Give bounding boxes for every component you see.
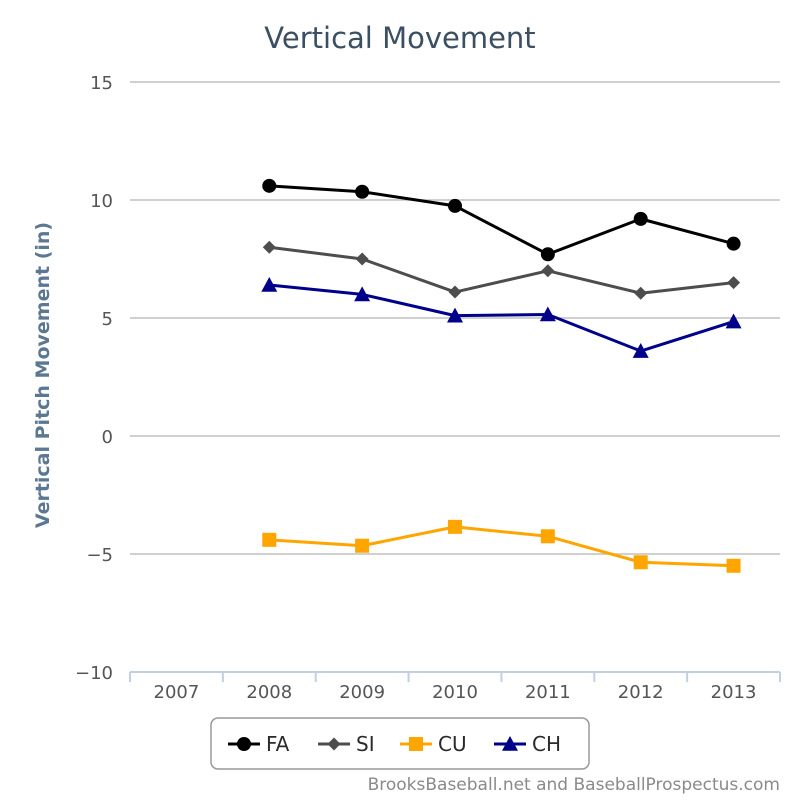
y-tick-label: 0: [102, 427, 113, 448]
legend-marker: [327, 737, 341, 751]
credit-text: BrooksBaseball.net and BaseballProspectu…: [368, 775, 780, 795]
chart-title: Vertical Movement: [264, 21, 535, 55]
data-point[interactable]: [262, 532, 277, 547]
legend-item-ch[interactable]: CH: [494, 732, 561, 756]
series-line: [269, 245, 734, 295]
x-tick-label: 2009: [339, 682, 385, 703]
x-tick-label: 2012: [618, 682, 664, 703]
data-point[interactable]: [727, 276, 741, 290]
series-fa: [262, 178, 741, 262]
series-line: [269, 184, 734, 256]
data-point[interactable]: [262, 178, 277, 193]
data-point[interactable]: [540, 529, 555, 544]
series-ch: [261, 276, 742, 358]
legend[interactable]: FA SI CU CH: [210, 717, 590, 770]
series-line: [269, 525, 734, 568]
data-point[interactable]: [539, 306, 556, 322]
data-point[interactable]: [354, 286, 371, 302]
data-point[interactable]: [633, 211, 648, 226]
series-line: [269, 283, 735, 353]
series-layer: [261, 178, 742, 573]
data-point[interactable]: [448, 285, 462, 299]
x-tick-label: 2010: [432, 682, 478, 703]
legend-marker: [237, 737, 251, 751]
data-point[interactable]: [262, 240, 276, 254]
x-tick-label: 2008: [246, 682, 292, 703]
legend-marker: [409, 737, 423, 751]
legend-label: FA: [266, 732, 290, 756]
data-point[interactable]: [447, 307, 463, 323]
x-tick-label: 2007: [154, 682, 200, 703]
series-cu: [262, 519, 741, 573]
data-point[interactable]: [261, 276, 278, 292]
x-tick-label: 2011: [525, 682, 571, 703]
y-axis-ticks: 15 10 5 0 −5 −10: [75, 73, 113, 684]
data-point[interactable]: [541, 264, 555, 278]
legend-label: CH: [532, 732, 561, 756]
data-point[interactable]: [355, 538, 370, 553]
data-point[interactable]: [726, 558, 741, 573]
data-point[interactable]: [448, 198, 462, 213]
data-point[interactable]: [725, 313, 742, 329]
data-point[interactable]: [634, 286, 648, 300]
data-point[interactable]: [726, 236, 741, 251]
y-tick-label: 10: [90, 191, 113, 212]
x-axis: [129, 671, 781, 682]
y-tick-label: 15: [90, 73, 113, 94]
data-point[interactable]: [632, 343, 649, 358]
data-point[interactable]: [355, 184, 370, 199]
data-point[interactable]: [448, 519, 462, 534]
data-point[interactable]: [355, 252, 369, 266]
series-si: [262, 240, 741, 300]
y-tick-label: −10: [75, 663, 113, 684]
legend-label: CU: [438, 732, 467, 756]
x-axis-ticks: 2007 2008 2009 2010 2011 2012 2013: [154, 682, 757, 703]
legend-item-fa[interactable]: FA: [228, 732, 290, 756]
legend-item-cu[interactable]: CU: [400, 732, 467, 756]
x-tick-label: 2013: [711, 682, 757, 703]
legend-item-si[interactable]: SI: [318, 732, 375, 756]
data-point[interactable]: [633, 555, 648, 570]
y-tick-label: −5: [86, 545, 113, 566]
data-point[interactable]: [540, 247, 555, 262]
legend-marker: [502, 736, 518, 751]
y-tick-label: 5: [102, 309, 113, 330]
legend-label: SI: [356, 732, 375, 756]
y-axis-label: Vertical Pitch Movement (in): [32, 222, 54, 528]
